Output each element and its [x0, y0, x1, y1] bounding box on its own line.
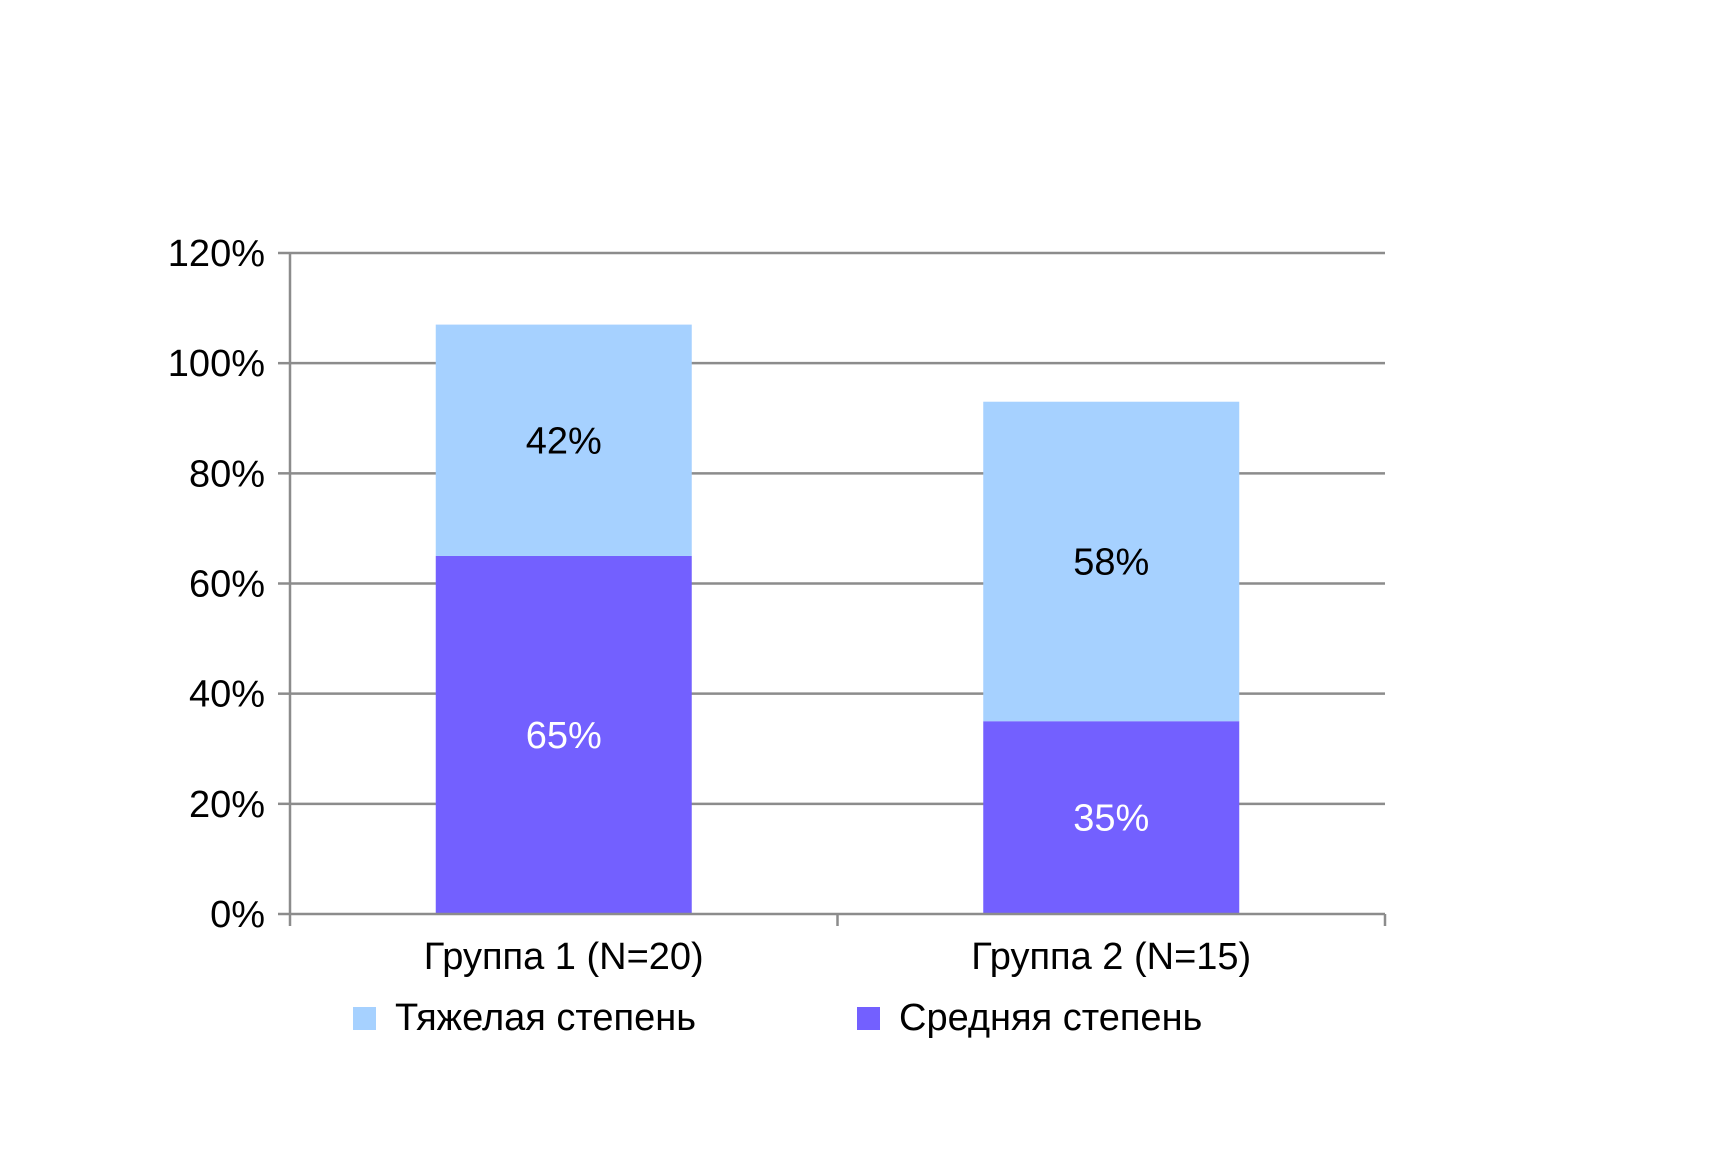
bar-segment — [983, 721, 1240, 914]
bars — [435, 324, 1240, 914]
bar-segment — [983, 401, 1240, 722]
axes: 0% 20% 40% 60% 80% 100% 120% Группа 1 (N=20) Гру… — [168, 233, 1387, 978]
legend-label: Средняя степень — [899, 997, 1202, 1039]
y-tick-label: 0% — [210, 894, 265, 936]
legend-label: Тяжелая степень — [395, 997, 696, 1039]
y-tick-label: 100% — [168, 343, 265, 385]
y-tick-label: 20% — [189, 784, 265, 826]
data-label: 58% — [1073, 541, 1149, 583]
legend: Тяжелая степень Средняя степень — [353, 997, 1202, 1039]
legend-swatch — [857, 1007, 880, 1030]
y-tick-label: 60% — [189, 564, 265, 606]
y-tick-label: 120% — [168, 233, 265, 275]
data-label: 65% — [526, 715, 602, 757]
bar-segment — [435, 555, 692, 914]
data-labels: 65% 42% 35% 58% — [526, 420, 1150, 839]
y-tick-label: 40% — [189, 674, 265, 716]
x-category-label: Группа 2 (N=15) — [971, 936, 1251, 978]
x-category-label: Группа 1 (N=20) — [424, 936, 704, 978]
data-label: 35% — [1073, 798, 1149, 840]
bar-segment — [435, 324, 692, 556]
legend-swatch — [353, 1007, 376, 1030]
data-label: 42% — [526, 420, 602, 462]
y-tick-label: 80% — [189, 453, 265, 495]
